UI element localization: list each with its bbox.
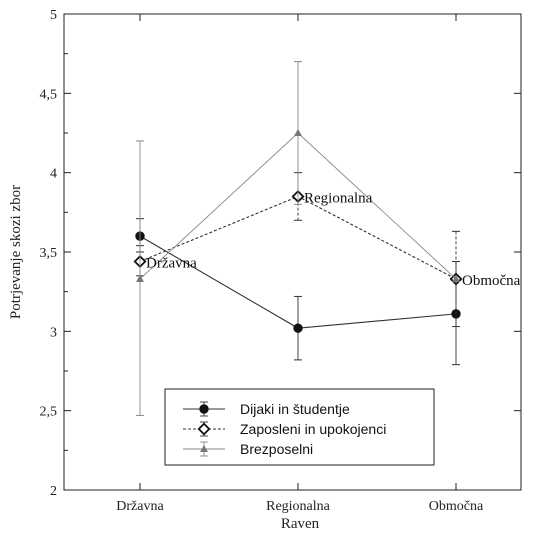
y-tick-label: 5 — [50, 8, 57, 23]
annotation-regionalna: Regionalna — [304, 190, 373, 206]
y-axis-title: Potrjevanje skozi zbor — [8, 185, 24, 319]
legend-item-brezposelni: Brezposelni — [183, 441, 313, 457]
data-point-brezposelni — [452, 274, 460, 283]
annotation-layer: Državna Regionalna Območna — [146, 190, 521, 289]
y-tick-label: 4 — [50, 167, 57, 182]
x-tick-label-drzavna: Državna — [116, 499, 164, 514]
data-point-brezposelni — [136, 274, 144, 283]
legend-box — [164, 388, 435, 466]
y-tick-label: 4,5 — [40, 87, 58, 102]
legend-marker — [199, 404, 209, 414]
legend: Dijaki in študentje Zaposleni in upokojen… — [164, 388, 435, 466]
series-dijaki-in-studentje — [135, 218, 461, 366]
legend-item-zaposleni-in-upokojenci: Zaposleni in upokojenci — [183, 421, 386, 437]
series-layer — [133, 61, 463, 416]
legend-label: Brezposelni — [240, 441, 313, 457]
x-tick-label-regionalna: Regionalna — [266, 499, 331, 514]
data-point-brezposelni — [294, 128, 302, 137]
series-brezposelni — [136, 61, 460, 416]
x-axis-title: Raven — [281, 516, 320, 532]
legend-marker — [197, 422, 211, 436]
y-tick-label: 3 — [50, 325, 57, 340]
y-tick-label: 3,5 — [40, 246, 58, 261]
y-tick-label: 2 — [50, 484, 57, 499]
legend-item-dijaki-in-studentje: Dijaki in študentje — [183, 401, 350, 417]
axes: 2 2,5 3 3,5 4 4,5 5 Državna Regionalna Območna — [40, 8, 522, 514]
y-tick-label: 2,5 — [40, 405, 58, 420]
legend-label: Zaposleni in upokojenci — [240, 421, 386, 437]
legend-label: Dijaki in študentje — [240, 401, 350, 417]
annotation-obmocna: Območna — [462, 273, 521, 289]
legend-marker — [200, 444, 208, 453]
data-point-dijaki-in-studentje — [293, 323, 303, 333]
annotation-drzavna: Državna — [146, 256, 197, 272]
x-tick-label-obmocna: Območna — [429, 499, 484, 514]
